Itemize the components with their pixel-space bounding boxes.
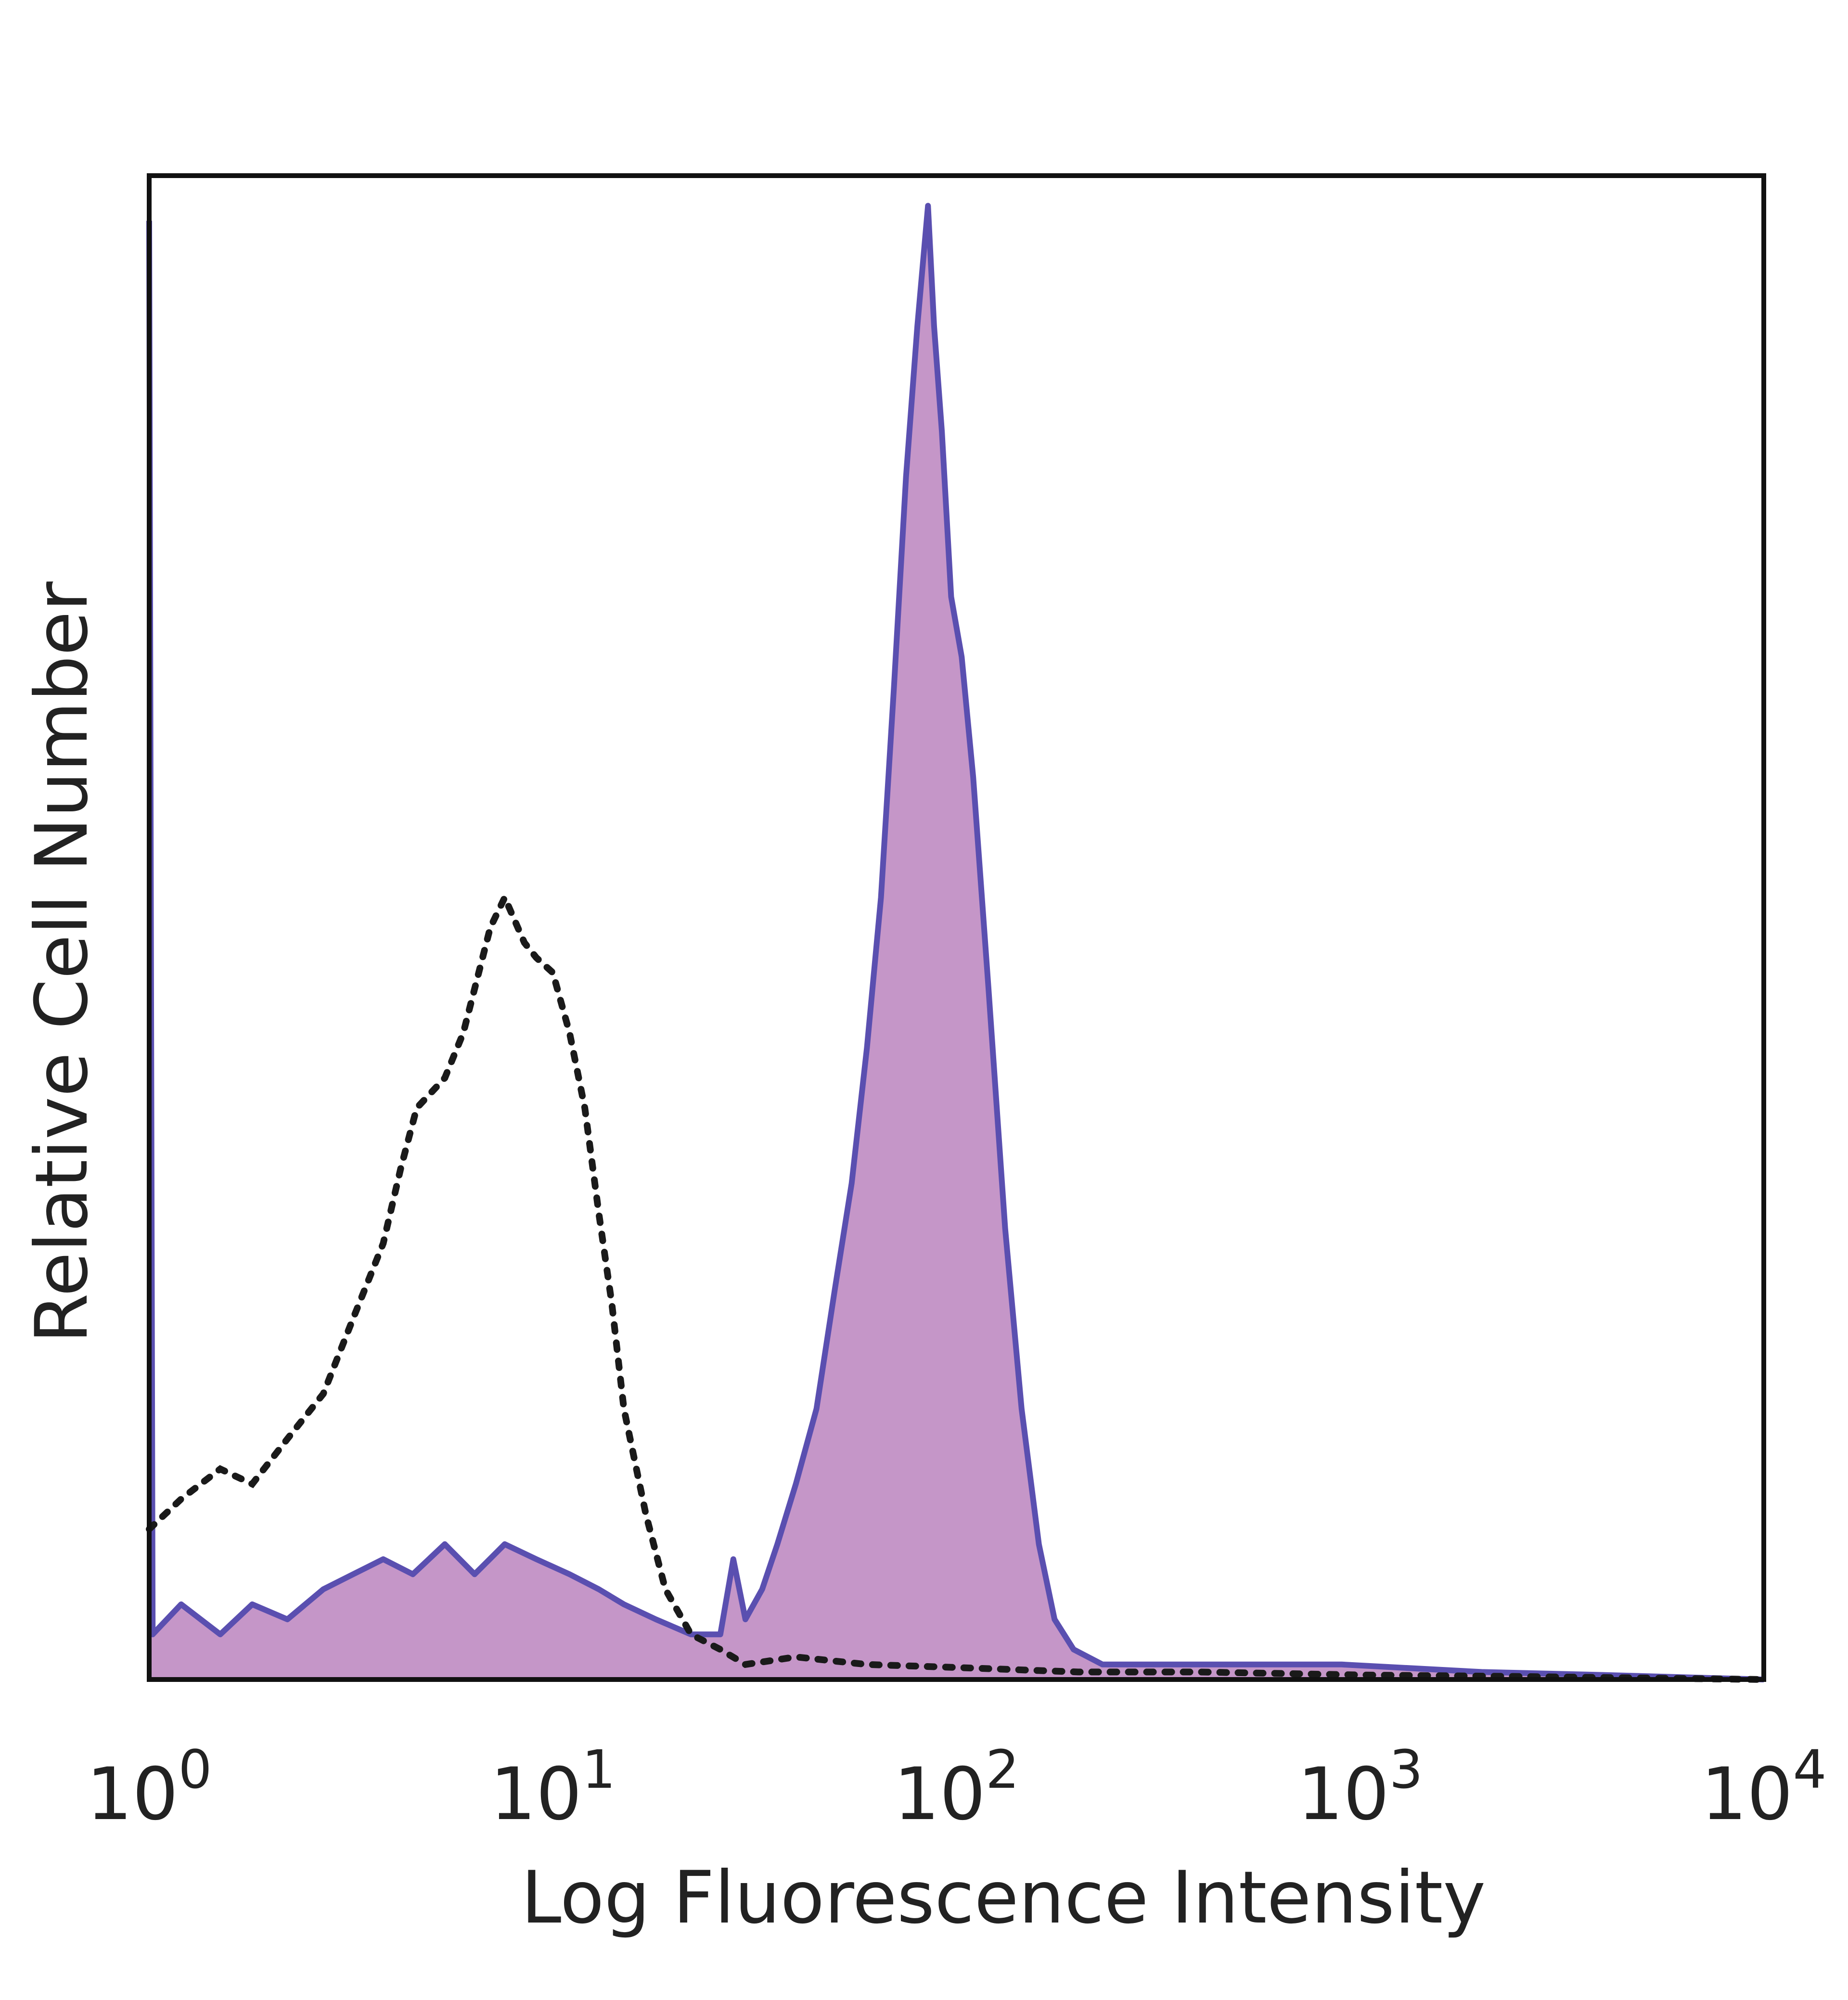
x-tick-label-2: 102 [894, 1739, 1019, 1836]
x-axis-label: Log Fluorescence Intensity [521, 1856, 1486, 1940]
series-layer [146, 203, 1767, 1683]
y-axis-label: Relative Cell Number [20, 581, 104, 1344]
series-1-dotted-line [146, 889, 1767, 1683]
series-0-outline [146, 203, 1764, 1682]
x-tick-label-0: 100 [87, 1739, 212, 1836]
x-tick-label-3: 103 [1297, 1739, 1423, 1836]
x-tick-label-4: 104 [1701, 1739, 1827, 1836]
x-tick-label-1: 101 [490, 1739, 616, 1836]
plot-frame [147, 173, 1766, 1682]
series-0-fill [149, 205, 1764, 1679]
x-tick-labels: 100 101 102 103 104 [87, 1739, 1827, 1836]
